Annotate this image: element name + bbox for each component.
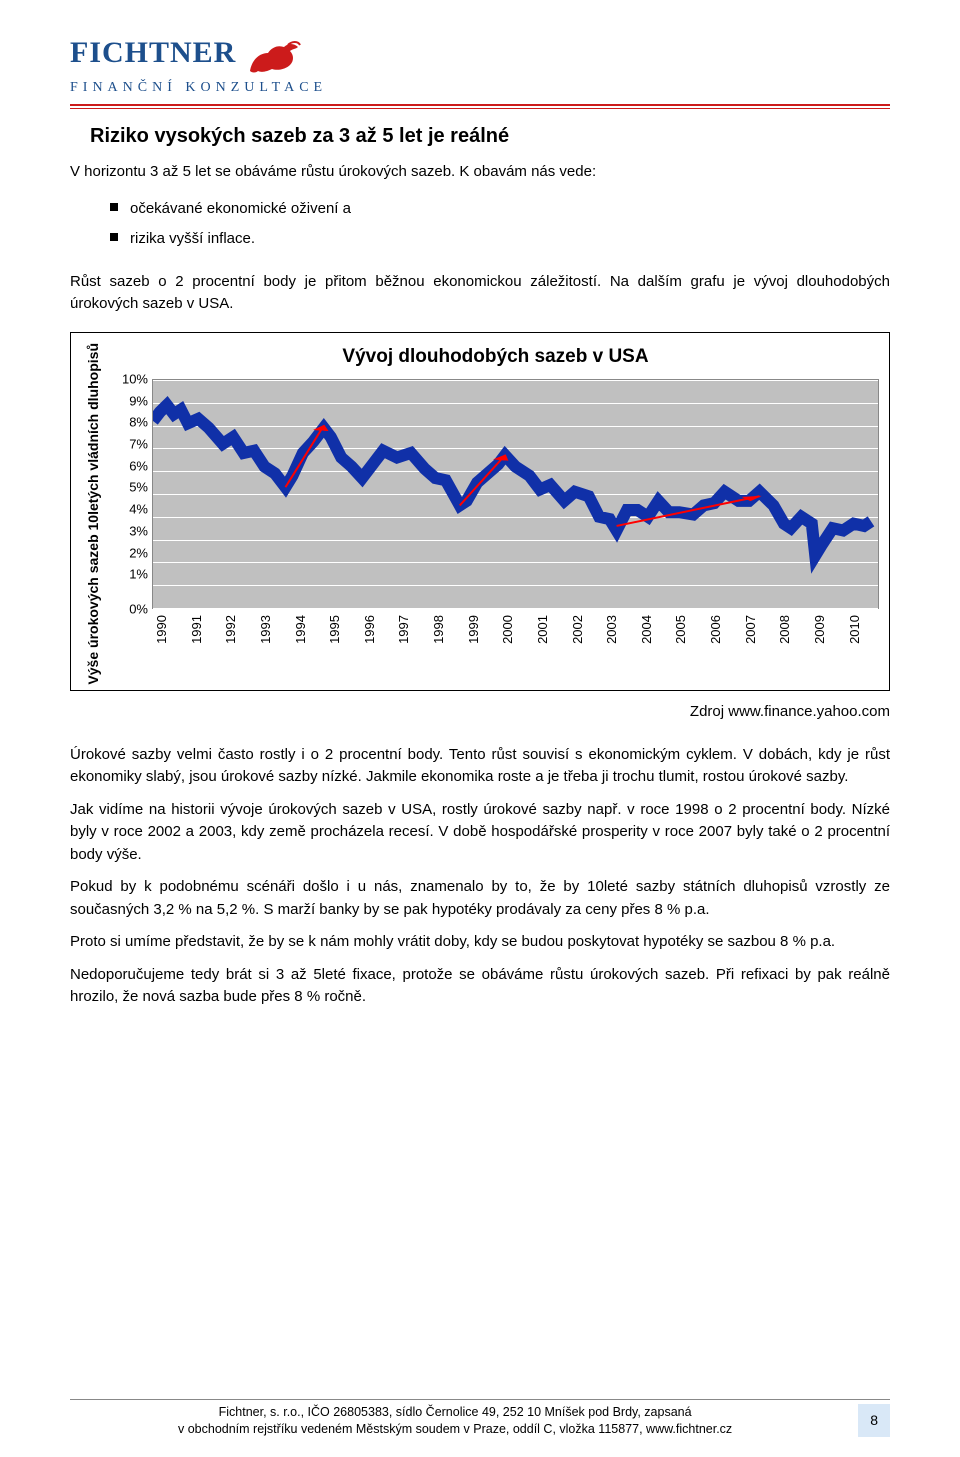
chart-xtick: 2005 [671, 615, 706, 644]
chart-plot-area [152, 379, 879, 609]
chart-ytick: 2% [112, 546, 148, 559]
page-footer: Fichtner, s. r.o., IČO 26805383, sídlo Č… [70, 1399, 890, 1437]
chart-xtick: 2007 [741, 615, 776, 644]
logo-subtitle: FINANČNÍ KONZULTACE [70, 77, 890, 98]
list-item: očekávané ekonomické oživení a [70, 194, 890, 225]
para-intro: V horizontu 3 až 5 let se obáváme růstu … [70, 161, 890, 184]
chart-xtick: 1999 [464, 615, 499, 644]
chart-ytick: 0% [112, 602, 148, 615]
chart-xtick: 2000 [498, 615, 533, 644]
chart-ytick: 9% [112, 394, 148, 407]
chart-xtick: 1991 [187, 615, 222, 644]
chart-xtick: 2009 [810, 615, 845, 644]
logo-block: FICHTNER FINANČNÍ KONZULTACE [70, 30, 890, 109]
chart-xtick: 1992 [221, 615, 256, 644]
chart-xtick: 2004 [637, 615, 672, 644]
chart-trend-arrow [285, 426, 323, 488]
chart-xtick: 2010 [845, 615, 880, 644]
chart-xtick: 1997 [394, 615, 429, 644]
para-6: Proto si umíme představit, že by se k ná… [70, 931, 890, 954]
chart-xtick: 1993 [256, 615, 291, 644]
footer-text: Fichtner, s. r.o., IČO 26805383, sídlo Č… [70, 1404, 840, 1437]
chart-xticks: 1990199119921993199419951996199719981999… [152, 615, 879, 644]
chart-ytick: 1% [112, 568, 148, 581]
chart-xtick: 2008 [775, 615, 810, 644]
chart-ylabel: Výše úrokových sazeb 10letých vládních d… [81, 343, 106, 685]
chart-xtick: 2001 [533, 615, 568, 644]
chart-xtick: 1996 [360, 615, 395, 644]
para-2: Růst sazeb o 2 procentní body je přitom … [70, 271, 890, 316]
chart-ytick: 7% [112, 438, 148, 451]
chart-ytick: 10% [112, 373, 148, 386]
chart-xtick: 1998 [429, 615, 464, 644]
para-5: Pokud by k podobnému scénáři došlo i u n… [70, 876, 890, 921]
logo-divider [70, 104, 890, 109]
chart-xtick: 1994 [291, 615, 326, 644]
chart-yticks: 10%9%8%7%6%5%4%3%2%1%0% [112, 379, 152, 609]
chart-source: Zdroj www.finance.yahoo.com [70, 701, 890, 724]
bullet-list: očekávané ekonomické oživení a rizika vy… [70, 194, 890, 255]
para-4: Jak vidíme na historii vývoje úrokových … [70, 799, 890, 867]
chart-xtick: 1995 [325, 615, 360, 644]
chart-xtick: 1990 [152, 615, 187, 644]
para-7: Nedoporučujeme tedy brát si 3 až 5leté f… [70, 964, 890, 1009]
chart-trend-arrow [460, 455, 505, 505]
chart-series-line [153, 405, 871, 555]
chart-xtick: 2003 [602, 615, 637, 644]
chart-container: Výše úrokových sazeb 10letých vládních d… [70, 332, 890, 692]
chart-ytick: 5% [112, 481, 148, 494]
chart-ytick: 8% [112, 416, 148, 429]
para-3: Úrokové sazby velmi často rostly i o 2 p… [70, 744, 890, 789]
logo-name: FICHTNER [70, 30, 236, 75]
chart-ytick: 4% [112, 503, 148, 516]
list-item: rizika vyšší inflace. [70, 224, 890, 255]
chart-ytick: 6% [112, 459, 148, 472]
chart-title: Vývoj dlouhodobých sazeb v USA [112, 343, 879, 372]
chart-xtick: 2006 [706, 615, 741, 644]
page-number: 8 [858, 1404, 890, 1437]
chart-ytick: 3% [112, 524, 148, 537]
section-title: Riziko vysokých sazeb za 3 až 5 let je r… [70, 121, 890, 151]
bull-icon [244, 35, 304, 75]
chart-xtick: 2002 [568, 615, 603, 644]
